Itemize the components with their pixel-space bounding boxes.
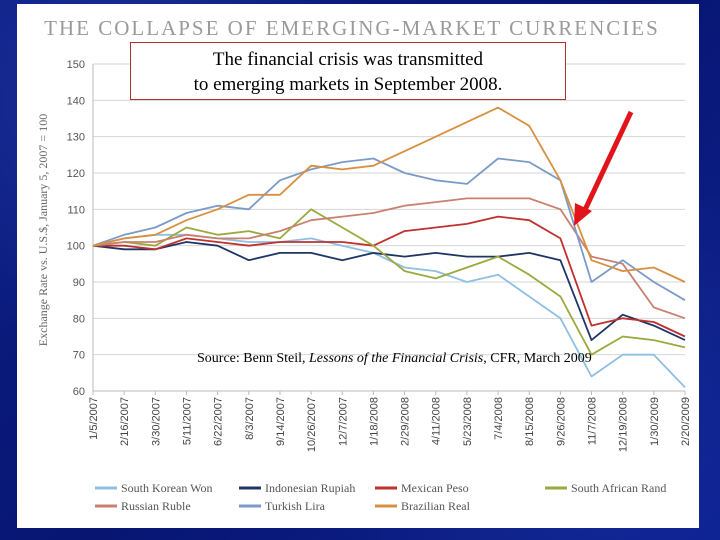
- series-line-indonesian-rupiah: [92, 241, 686, 342]
- y-axis-ticks: 60 70 80 90 100 110 120 130 140 150: [67, 59, 85, 398]
- chart-title: THE COLLAPSE OF EMERGING-MARKET CURRENCI…: [44, 16, 660, 40]
- x-tick-label: 7/4/2008: [493, 397, 505, 440]
- series-line-brazilian-real: [92, 106, 686, 283]
- arrow-head: [574, 203, 592, 226]
- x-tick-label: 2/16/2007: [119, 397, 131, 446]
- legend-label: South African Rand: [571, 481, 666, 495]
- x-tick-label: 8/3/2007: [244, 397, 256, 440]
- legend-label: Russian Ruble: [121, 499, 191, 513]
- x-tick-label: 5/11/2007: [181, 397, 193, 445]
- legend-label: Mexican Peso: [401, 481, 469, 495]
- callout-line-2: to emerging markets in September 2008.: [193, 74, 503, 95]
- x-tick-label: 2/20/2009: [680, 397, 692, 446]
- x-tick-label: 1/18/2008: [368, 397, 380, 446]
- legend-label: Indonesian Rupiah: [265, 481, 355, 495]
- y-tick-label: 110: [67, 204, 85, 216]
- x-tick-label: 5/23/2008: [462, 397, 474, 446]
- x-tick-label: 6/22/2007: [213, 397, 225, 446]
- series-lines: [92, 106, 686, 389]
- source-suffix: , CFR, March 2009: [483, 351, 592, 366]
- x-tick-label: 9/14/2007: [275, 397, 287, 446]
- x-tick-label: 8/15/2008: [524, 397, 536, 446]
- arrow-shaft: [581, 110, 634, 214]
- x-tick-label: 9/26/2008: [555, 397, 567, 446]
- legend-label: Brazilian Real: [401, 499, 471, 513]
- x-tick-label: 11/7/2008: [587, 397, 599, 445]
- series-line-mexican-peso: [93, 215, 686, 338]
- y-tick-label: 150: [67, 59, 85, 71]
- source-note: Source: Benn Steil, Lessons of the Finan…: [197, 351, 667, 367]
- legend-label: Turkish Lira: [265, 499, 326, 513]
- y-tick-label: 60: [73, 386, 85, 398]
- x-axis-ticks: 1/5/2007 2/16/2007 3/30/2007 5/11/2007 6/22/…: [88, 391, 692, 452]
- callout-line-1: The financial crisis was transmitted: [212, 49, 484, 70]
- x-tick-label: 3/30/2007: [150, 397, 162, 446]
- legend: South Korean Won Indonesian Rupiah Mexican…: [95, 481, 666, 513]
- y-tick-label: 100: [67, 241, 85, 253]
- callout-box: The financial crisis was transmitted to …: [130, 42, 566, 100]
- legend-label: South Korean Won: [121, 481, 212, 495]
- y-axis-label: Exchange Rate vs. U.S.$, January 5, 2007…: [36, 114, 50, 346]
- source-prefix: Source: Benn Steil,: [197, 351, 309, 366]
- series-line-turkish-lira: [92, 157, 686, 301]
- x-tick-label: 1/5/2007: [88, 397, 100, 440]
- x-tick-label: 12/7/2007: [337, 397, 349, 446]
- line-chart: THE COLLAPSE OF EMERGING-MARKET CURRENCI…: [36, 16, 692, 513]
- y-tick-label: 80: [73, 313, 85, 325]
- source-title: Lessons of the Financial Crisis: [309, 351, 484, 366]
- y-tick-label: 130: [67, 132, 85, 144]
- series-line-south-african-rand: [92, 208, 686, 356]
- x-tick-label: 12/19/2008: [618, 397, 630, 452]
- y-tick-label: 140: [67, 95, 85, 107]
- x-tick-label: 2/29/2008: [400, 397, 412, 446]
- y-tick-label: 70: [73, 350, 85, 362]
- y-tick-label: 90: [73, 277, 85, 289]
- x-tick-label: 10/26/2007: [306, 397, 318, 452]
- y-tick-label: 120: [67, 168, 85, 180]
- x-tick-label: 4/11/2008: [431, 397, 443, 445]
- x-tick-label: 1/30/2009: [649, 397, 661, 446]
